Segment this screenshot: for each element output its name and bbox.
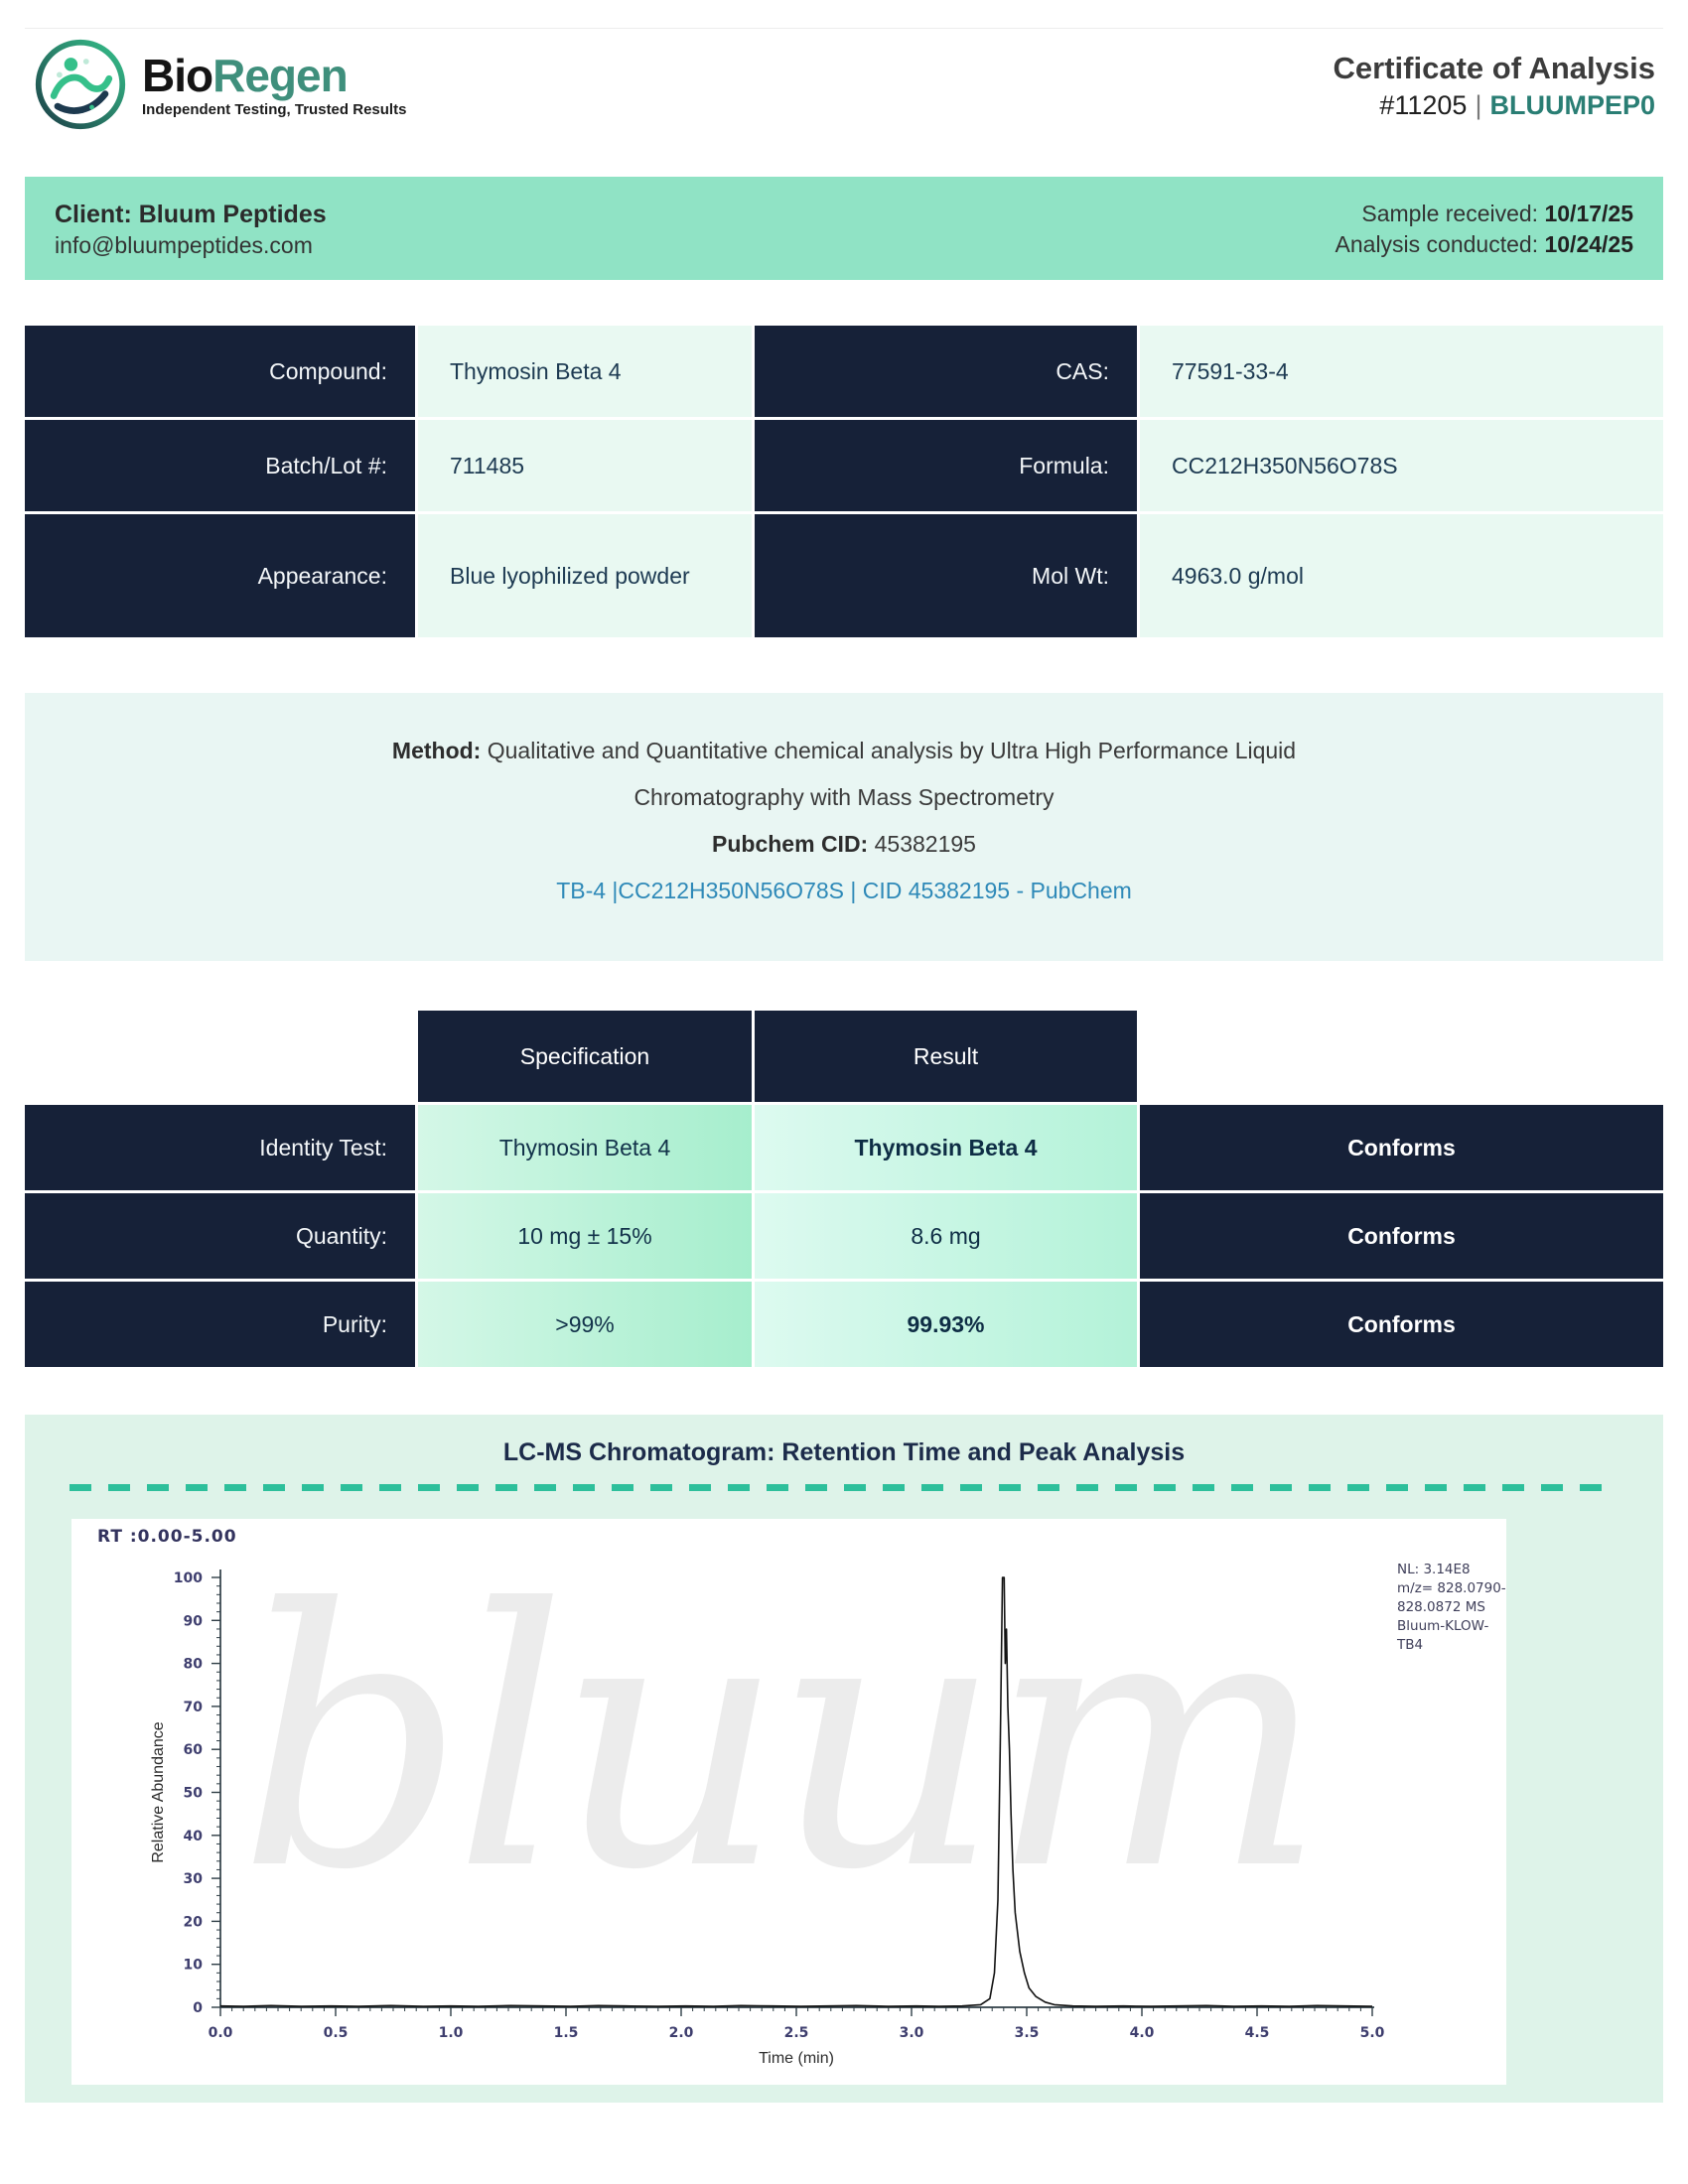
- doc-number: #11205: [1379, 90, 1468, 120]
- analysis-conducted-line: Analysis conducted: 10/24/25: [1335, 231, 1633, 257]
- svg-text:70: 70: [184, 1700, 204, 1715]
- svg-text:3.5: 3.5: [1015, 2025, 1040, 2041]
- svg-text:5.0: 5.0: [1360, 2025, 1385, 2041]
- compound-value: Thymosin Beta 4: [418, 326, 752, 417]
- appearance-label: Appearance:: [25, 514, 415, 637]
- header: BioRegen Independent Testing, Trusted Re…: [25, 28, 1663, 137]
- molwt-value: 4963.0 g/mol: [1140, 514, 1663, 637]
- sample-id: Bluum-KLOW-TB4: [1397, 1618, 1489, 1653]
- doc-number-line: #11205 | BLUUMPEP0: [1334, 90, 1655, 121]
- svg-text:0.0: 0.0: [209, 2025, 233, 2041]
- formula-label: Formula:: [755, 420, 1137, 511]
- svg-text:100: 100: [174, 1570, 203, 1586]
- svg-text:1.0: 1.0: [439, 2025, 464, 2041]
- identity-test-spec: Thymosin Beta 4: [418, 1105, 752, 1190]
- purity-spec: >99%: [418, 1282, 752, 1367]
- quantity-label: Quantity:: [25, 1193, 415, 1279]
- nl-annotation: NL: 3.14E8 m/z= 828.0790- 828.0872 MS Bl…: [1397, 1561, 1506, 1655]
- formula-value: CC212H350N56O78S: [1140, 420, 1663, 511]
- purity-status: Conforms: [1140, 1282, 1663, 1367]
- pubchem-link-line: TB-4 |CC212H350N56O78S | CID 45382195 - …: [104, 875, 1584, 906]
- chromatogram-plot: 0 10 20 30 40 50 60 70 80 90 100 0.0 0.5 1.0 1.5 2.0 2.5…: [150, 1570, 1385, 2067]
- svg-text:1.5: 1.5: [554, 2025, 579, 2041]
- results-table: Specification Result Identity Test: Thym…: [25, 1011, 1663, 1367]
- brand-name: BioRegen: [142, 52, 406, 99]
- doc-title: Certificate of Analysis: [1333, 51, 1655, 85]
- molwt-label: Mol Wt:: [755, 514, 1137, 637]
- purity-label: Purity:: [25, 1282, 415, 1367]
- nl-value: NL: 3.14E8: [1397, 1562, 1471, 1577]
- doc-separator: |: [1475, 90, 1482, 120]
- appearance-value: Blue lyophilized powder: [418, 514, 752, 637]
- pubchem-link[interactable]: TB-4 |CC212H350N56O78S | CID 45382195 - …: [556, 878, 1132, 903]
- svg-text:2.5: 2.5: [784, 2025, 809, 2041]
- results-header-spacer-right: [1140, 1011, 1663, 1102]
- svg-text:30: 30: [184, 1871, 204, 1887]
- chromatogram-section: LC-MS Chromatogram: Retention Time and P…: [25, 1415, 1663, 2103]
- quantity-status: Conforms: [1140, 1193, 1663, 1279]
- svg-text:2.0: 2.0: [669, 2025, 694, 2041]
- rt-range-label: RT :0.00-5.00: [97, 1527, 237, 1547]
- compound-label: Compound:: [25, 326, 415, 417]
- mz-range-line2: 828.0872 MS: [1397, 1599, 1485, 1615]
- results-header-spacer-left: [25, 1011, 415, 1102]
- cas-label: CAS:: [755, 326, 1137, 417]
- sample-received-date: 10/17/25: [1544, 201, 1633, 226]
- batch-value: 711485: [418, 420, 752, 511]
- svg-text:Relative Abundance: Relative Abundance: [150, 1721, 167, 1862]
- cas-value: 77591-33-4: [1140, 326, 1663, 417]
- svg-text:10: 10: [184, 1958, 204, 1974]
- bioregen-logo-icon: [35, 39, 126, 130]
- bluum-watermark: bluum: [237, 1535, 1327, 1948]
- svg-text:20: 20: [184, 1914, 204, 1930]
- specification-header: Specification: [418, 1011, 752, 1102]
- client-bar: Client: Bluum Peptides info@bluumpeptide…: [25, 177, 1663, 280]
- doc-meta: Certificate of Analysis #11205 | BLUUMPEP0: [1334, 37, 1655, 121]
- method-line-1: Method: Qualitative and Quantitative che…: [391, 738, 1297, 763]
- svg-text:4.5: 4.5: [1245, 2025, 1270, 2041]
- brand-regen: Regen: [212, 49, 349, 101]
- client-name: Client: Bluum Peptides: [55, 201, 327, 228]
- svg-text:0: 0: [193, 2000, 203, 2016]
- dashed-divider: [70, 1484, 1618, 1491]
- mz-range-line1: m/z= 828.0790-: [1397, 1580, 1506, 1596]
- svg-text:60: 60: [184, 1742, 204, 1758]
- identity-test-result: Thymosin Beta 4: [755, 1105, 1137, 1190]
- sample-received-line: Sample received: 10/17/25: [1361, 201, 1633, 226]
- chromatogram-title: LC-MS Chromatogram: Retention Time and P…: [502, 1438, 1186, 1466]
- chromatogram-panel: bluum RT :0.00-5.00 NL: 3.14E8 m/z= 828.…: [71, 1519, 1506, 2085]
- svg-text:0.5: 0.5: [324, 2025, 349, 2041]
- svg-text:90: 90: [184, 1613, 204, 1629]
- brand-tagline: Independent Testing, Trusted Results: [142, 100, 407, 118]
- quantity-result: 8.6 mg: [755, 1193, 1137, 1279]
- batch-label: Batch/Lot #:: [25, 420, 415, 511]
- method-section: Method: Qualitative and Quantitative che…: [25, 693, 1663, 961]
- svg-text:40: 40: [184, 1829, 204, 1844]
- identity-test-label: Identity Test:: [25, 1105, 415, 1190]
- quantity-spec: 10 mg ± 15%: [418, 1193, 752, 1279]
- analysis-conducted-date: 10/24/25: [1544, 231, 1633, 257]
- compound-info-table: Compound: Thymosin Beta 4 CAS: 77591-33-…: [25, 326, 1663, 637]
- svg-text:3.0: 3.0: [900, 2025, 924, 2041]
- svg-text:80: 80: [184, 1657, 204, 1673]
- result-header: Result: [755, 1011, 1137, 1102]
- identity-test-status: Conforms: [1140, 1105, 1663, 1190]
- doc-code: BLUUMPEP0: [1489, 90, 1655, 120]
- pubchem-cid-line: Pubchem CID: 45382195: [712, 831, 976, 857]
- svg-text:50: 50: [184, 1786, 204, 1802]
- brand-bio: Bio: [142, 49, 213, 101]
- client-email: info@bluumpeptides.com: [55, 232, 313, 258]
- svg-text:4.0: 4.0: [1130, 2025, 1155, 2041]
- svg-text:Time (min): Time (min): [759, 2050, 834, 2067]
- brand: BioRegen Independent Testing, Trusted Re…: [33, 37, 406, 132]
- purity-result: 99.93%: [755, 1282, 1137, 1367]
- method-line-2: Chromatography with Mass Spectrometry: [633, 784, 1055, 810]
